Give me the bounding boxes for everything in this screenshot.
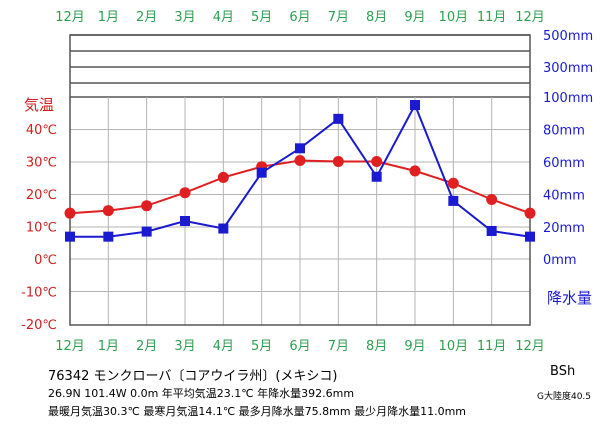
month-label: 10月: [439, 339, 469, 354]
month-label: 12月: [55, 10, 85, 25]
station-stats-line2: 最暖月気温30.3℃ 最寒月気温14.1℃ 最多月降水量75.8mm 最少月降水…: [48, 405, 467, 418]
precipitation-tick: 500mm: [543, 29, 593, 44]
continentality-index: G大陸度40.5: [537, 392, 592, 402]
bottom-month-labels: 12月 1月 2月 3月 4月 5月 6月 7月 8月 9月 10月 11月 12月: [55, 339, 545, 354]
month-label: 10月: [439, 10, 469, 25]
temperature-point: [141, 200, 153, 212]
precipitation-axis-ticks: 500mm 300mm 100mm 80mm 60mm 40mm 20mm 0mm: [543, 29, 593, 268]
station-stats-line1: 26.9N 101.4W 0.0m 年平均気温23.1℃ 年降水量392.6mm: [48, 387, 355, 400]
precipitation-point: [333, 113, 344, 124]
month-label: 3月: [174, 339, 195, 354]
station-title: 76342 モンクローバ〔コアウイラ州〕(メキシコ): [48, 369, 338, 384]
month-label: 9月: [404, 339, 425, 354]
month-label: 9月: [404, 10, 425, 25]
temperature-tick: 40℃: [26, 123, 57, 138]
temperature-point: [179, 187, 191, 199]
month-label: 6月: [289, 10, 310, 25]
temperature-point: [64, 207, 76, 219]
temperature-tick: 30℃: [26, 156, 57, 171]
temperature-point: [447, 177, 459, 189]
chart-grid: [69, 34, 531, 326]
month-label: 11月: [477, 339, 507, 354]
precipitation-point: [486, 225, 497, 236]
precipitation-tick: 100mm: [543, 91, 593, 106]
month-label: 4月: [213, 10, 234, 25]
month-label: 6月: [289, 339, 310, 354]
month-label: 8月: [366, 339, 387, 354]
month-label: 2月: [136, 339, 157, 354]
precipitation-point: [525, 231, 535, 242]
month-label: 5月: [251, 10, 272, 25]
temperature-point: [486, 194, 498, 206]
temperature-axis-title: 気温: [24, 96, 54, 114]
month-label: 1月: [98, 339, 119, 354]
temperature-tick: 0℃: [34, 253, 57, 268]
month-label: 7月: [328, 339, 349, 354]
precipitation-point: [371, 171, 382, 182]
precipitation-tick: 60mm: [543, 156, 585, 171]
temperature-point: [524, 207, 536, 219]
temperature-tick: -20℃: [21, 318, 57, 333]
month-label: 2月: [136, 10, 157, 25]
month-label: 7月: [328, 10, 349, 25]
temperature-tick: 10℃: [26, 221, 57, 236]
precipitation-tick: 20mm: [543, 221, 585, 236]
month-label: 4月: [213, 339, 234, 354]
precipitation-point: [218, 223, 229, 234]
month-label: 8月: [366, 10, 387, 25]
month-label: 5月: [251, 339, 272, 354]
precipitation-tick: 0mm: [543, 253, 577, 268]
temperature-point: [217, 171, 229, 183]
precipitation-point: [256, 167, 267, 178]
temperature-point: [371, 156, 383, 167]
precipitation-point: [141, 226, 152, 237]
precipitation-point: [103, 231, 114, 242]
precipitation-axis-title: 降水量: [547, 289, 592, 307]
month-label: 12月: [515, 339, 545, 354]
temperature-point: [294, 155, 306, 167]
precipitation-point: [295, 143, 305, 154]
precipitation-point: [448, 195, 459, 206]
temperature-point: [102, 205, 114, 217]
climate-classification: BSh: [550, 364, 576, 379]
month-label: 3月: [174, 10, 195, 25]
month-label: 12月: [55, 339, 85, 354]
month-label: 1月: [98, 10, 119, 25]
precipitation-point: [65, 231, 75, 242]
precipitation-point: [410, 100, 420, 111]
precipitation-tick: 40mm: [543, 189, 585, 204]
temperature-tick: 20℃: [26, 188, 57, 203]
plot-frame: [69, 34, 531, 326]
month-label: 12月: [515, 10, 545, 25]
month-label: 11月: [477, 10, 507, 25]
temperature-axis-ticks: 40℃ 30℃ 20℃ 10℃ 0℃ -10℃ -20℃: [21, 123, 57, 333]
temperature-tick: -10℃: [21, 286, 57, 301]
precipitation-tick: 80mm: [543, 124, 585, 139]
data-series: [64, 100, 536, 242]
precipitation-point: [180, 216, 190, 227]
top-month-labels: 12月 1月 2月 3月 4月 5月 6月 7月 8月 9月 10月 11月 12月: [55, 10, 545, 25]
precipitation-tick: 300mm: [543, 61, 593, 76]
temperature-point: [409, 165, 421, 177]
temperature-point: [332, 156, 344, 167]
